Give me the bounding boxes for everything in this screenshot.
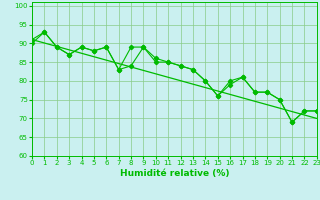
X-axis label: Humidité relative (%): Humidité relative (%) [120, 169, 229, 178]
